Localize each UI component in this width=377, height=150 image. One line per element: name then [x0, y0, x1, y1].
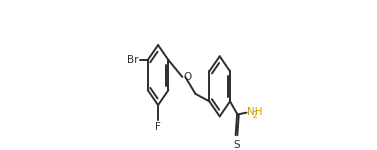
- Text: 2: 2: [252, 111, 257, 120]
- Text: Br: Br: [127, 55, 139, 65]
- Text: O: O: [183, 72, 192, 82]
- Text: NH: NH: [247, 107, 262, 117]
- Text: S: S: [233, 140, 240, 150]
- Text: F: F: [155, 122, 161, 132]
